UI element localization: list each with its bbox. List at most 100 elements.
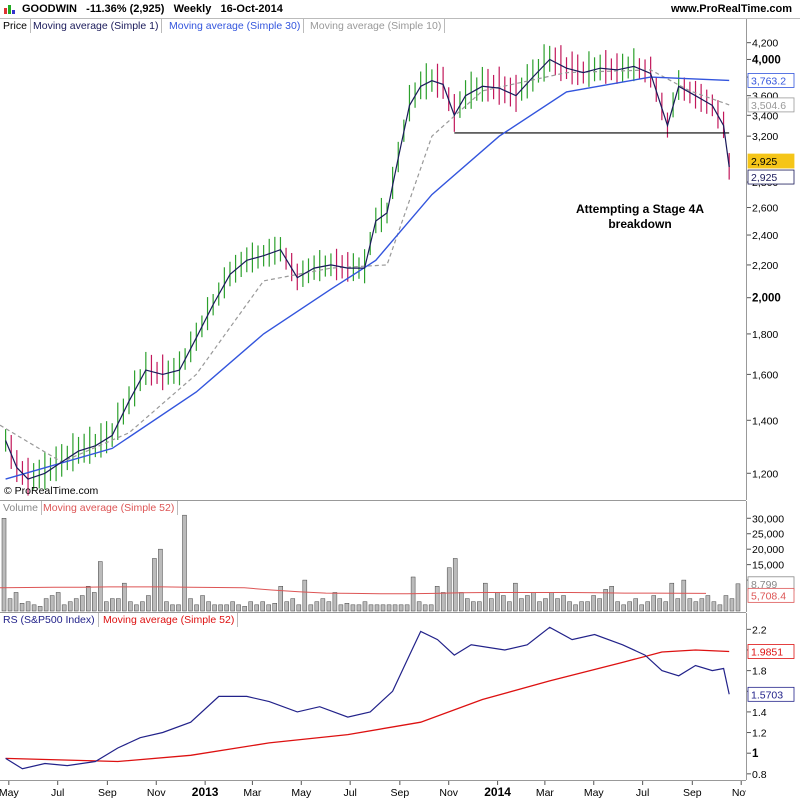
close-value-badge: 2,925 [747, 169, 795, 185]
x-tick-label: 2013 [192, 785, 219, 799]
volume-bar [404, 604, 410, 612]
x-tick-label: May [584, 787, 605, 799]
volume-bar [380, 604, 386, 612]
volume-bar [561, 595, 566, 612]
volume-bar [37, 606, 43, 612]
volume-bar [428, 604, 434, 612]
volume-bar [194, 604, 199, 612]
legend-price[interactable]: Price [0, 19, 31, 33]
legend-ma1[interactable]: Moving average (Simple 1) [30, 19, 163, 33]
rs-panel: RS (S&P500 Index) Moving average (Simple… [0, 613, 746, 781]
volume-bar [266, 604, 271, 612]
volume-bar [55, 592, 61, 612]
price-y-tick-label: 2,400 [752, 230, 778, 242]
volume-bar [170, 604, 175, 612]
x-axis: May Jul Sep Nov 2013 Mar May Jul Sep Nov 2014 Mar Ma… [0, 781, 746, 800]
legend-volume-ma[interactable]: Moving average (Simple 52) [40, 501, 179, 515]
volume-bar [386, 604, 392, 612]
volume-y-tick-label: 15,000 [752, 560, 784, 572]
volume-ma-line [0, 586, 707, 595]
volume-bar [603, 589, 608, 612]
price-y-tick-label: 2,000 [752, 293, 781, 305]
price-y-tick-label: 1,600 [752, 369, 778, 381]
ma10-value-badge-text: 3,504.6 [751, 100, 786, 112]
volume-bar [67, 601, 73, 612]
volume-bar [122, 582, 127, 612]
legend-rs-ma[interactable]: Moving average (Simple 52) [100, 613, 239, 627]
volume-bar [320, 598, 326, 612]
volume-bar [332, 592, 338, 612]
volume-bar [85, 586, 91, 612]
volume-bar [723, 595, 729, 612]
volume-value-badge-text: 8,799 [751, 579, 777, 591]
chart-header: GOODWIN -11.36% (2,925) Weekly 16-Oct-20… [0, 0, 800, 19]
volume-y-tick-label: 25,000 [752, 529, 784, 541]
volume-bar [609, 586, 614, 612]
volume-bar [597, 598, 602, 612]
volume-bar [573, 604, 578, 612]
volume-bar [25, 601, 31, 612]
volume-bar [326, 601, 332, 612]
volume-bar [495, 592, 500, 612]
volume-bar [669, 582, 675, 612]
volume-bar [1, 518, 7, 612]
symbol: GOODWIN [22, 3, 77, 15]
volume-bar [434, 586, 440, 612]
rs-chart[interactable] [0, 613, 746, 780]
volume-y-tick-label: 30,000 [752, 513, 784, 525]
volume-bar [212, 604, 217, 612]
volume-bar [531, 592, 536, 612]
volume-bar [344, 603, 350, 612]
volume-bar [633, 598, 638, 612]
volume-bar [471, 601, 476, 612]
breakdown-annotation: Attempting a Stage 4A breakdown [575, 202, 704, 231]
volume-bar [368, 604, 374, 612]
volume-bar [585, 601, 590, 612]
volume-bar [13, 592, 19, 612]
price-chart[interactable] [0, 19, 746, 500]
volume-bar [230, 601, 235, 612]
rs-line [5, 626, 730, 770]
legend-rs[interactable]: RS (S&P500 Index) [0, 613, 99, 627]
price-y-tick-label: 4,000 [752, 54, 781, 66]
price-y-tick-label: 3,200 [752, 131, 778, 143]
price-y-tick-label: 1,400 [752, 415, 778, 427]
volume-bar [663, 601, 669, 612]
close-line [5, 58, 730, 480]
legend-volume[interactable]: Volume [0, 501, 43, 515]
price-y-tick-label: 4,200 [752, 38, 778, 50]
volume-bar [657, 598, 663, 612]
volume-ma-value-badge-text: 5,708.4 [751, 590, 786, 602]
volume-bar [91, 592, 97, 612]
volume-bar [260, 601, 265, 612]
ma30-value-badge-bg [747, 73, 795, 88]
volume-axis: 30,00025,00020,00015,00010,0008,7995,708… [746, 501, 800, 612]
volume-bar [278, 586, 284, 612]
volume-bar [188, 598, 193, 612]
volume-bar [591, 595, 596, 612]
volume-bar [489, 598, 494, 612]
volume-bar [639, 604, 644, 612]
legend-ma30[interactable]: Moving average (Simple 30) [166, 19, 305, 33]
x-tick-label: Sep [98, 787, 117, 799]
volume-bar [290, 598, 296, 612]
website-link[interactable]: www.ProRealTime.com [670, 3, 792, 15]
volume-bar [392, 604, 398, 612]
volume-bar [7, 598, 13, 612]
volume-bar [543, 598, 548, 612]
bar-chart-logo-icon [4, 5, 15, 14]
volume-bar [254, 604, 259, 612]
legend-ma10[interactable]: Moving average (Simple 10) [307, 19, 446, 33]
volume-bar [79, 595, 85, 612]
volume-chart[interactable] [0, 501, 746, 612]
close-value-badge-bg [747, 169, 795, 185]
volume-bar [362, 601, 368, 612]
volume-bar [134, 604, 139, 612]
rs-value-badge-bg [747, 686, 795, 702]
x-tick-label: Sep [390, 787, 409, 799]
volume-bar [477, 601, 482, 612]
volume-bar [152, 558, 157, 612]
x-tick-label: 2014 [484, 785, 511, 799]
volume-bar [711, 601, 717, 612]
